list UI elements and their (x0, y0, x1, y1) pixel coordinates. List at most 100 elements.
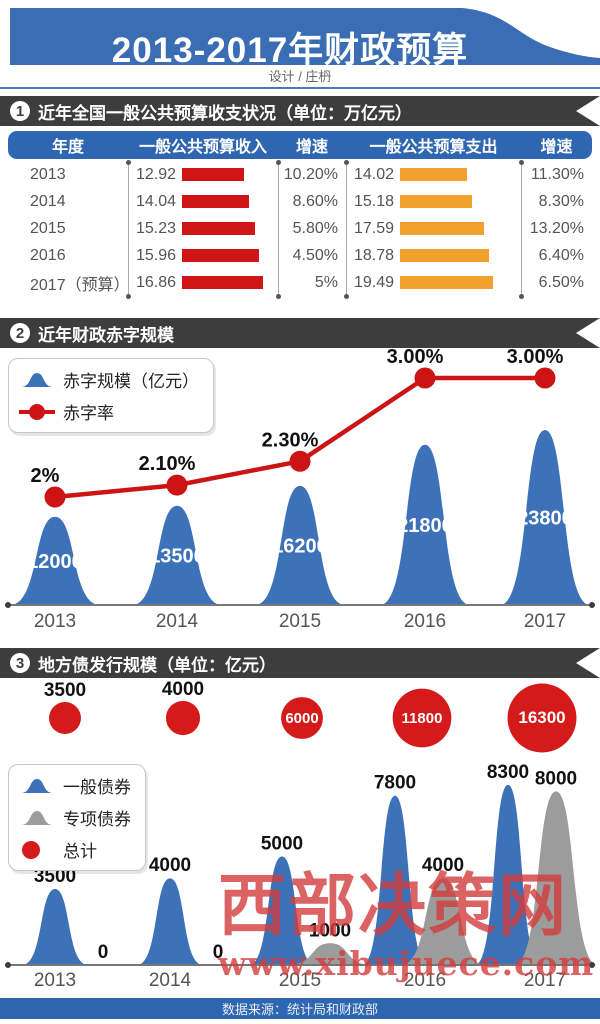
deficit-rate-point (289, 450, 311, 472)
income-growth-cell: 5% (314, 273, 338, 291)
red-circle-icon (22, 840, 40, 859)
year-label: 2015 (279, 611, 321, 632)
year-cell: 2014 (30, 192, 66, 210)
deficit-peak (380, 444, 470, 605)
legend-label: 一般债券 (63, 778, 131, 797)
deficit-peak (500, 430, 590, 605)
total-bubble (281, 697, 323, 739)
special-bond-label: 0 (213, 942, 224, 963)
year-label: 2013 (34, 611, 76, 632)
table-row: 2014 14.04 8.60% 15.18 8.30% (8, 188, 592, 215)
blue-hill-icon (21, 779, 53, 793)
legend-item-total: 总计 (19, 837, 131, 862)
year-label: 2016 (404, 611, 446, 632)
total-label: 16300 (518, 708, 565, 727)
red-line-dot-icon (19, 403, 55, 420)
deficit-peak (10, 516, 100, 605)
income-bar (182, 168, 244, 181)
col-expense-growth: 增速 (540, 139, 573, 156)
total-bubble (507, 683, 577, 753)
axis-end-dot (5, 602, 11, 608)
total-label: 4000 (162, 679, 204, 700)
table-divider (126, 160, 131, 299)
income-growth-cell: 4.50% (292, 246, 338, 264)
deficit-rate-label: 2% (31, 465, 60, 487)
year-cell: 2016 (30, 246, 66, 264)
expense-growth-cell: 8.30% (538, 192, 584, 210)
divider-rule (0, 87, 600, 89)
axis-end-dot (589, 962, 595, 968)
col-income: 一般公共预算收入 (138, 139, 267, 156)
total-label: 11800 (402, 710, 443, 727)
general-bond-peak (362, 795, 428, 965)
deficit-chart: 12000 13500 16200 21800 23800 2% 2.10% 2.30% 3.0… (5, 346, 595, 632)
deficit-value-label: 16200 (272, 535, 328, 557)
income-cell: 14.04 (128, 193, 278, 211)
total-label: 6000 (285, 710, 318, 727)
section3-number-badge: 3 (10, 653, 30, 673)
total-bubble (49, 702, 81, 734)
legend-item-special-bonds: 专项债券 (19, 805, 131, 830)
expense-growth-cell: 13.20% (529, 219, 584, 237)
legend-label: 赤字规模（亿元） (63, 372, 199, 391)
expense-cell: 19.49 (346, 274, 521, 292)
section3-title: 地方债发行规模（单位：亿元） (38, 655, 276, 675)
table-divider (519, 160, 524, 299)
income-cell: 12.92 (128, 166, 278, 184)
income-cell: 15.96 (128, 247, 278, 265)
general-bond-label: 3500 (34, 866, 76, 887)
col-year: 年度 (51, 139, 84, 156)
deficit-legend: 赤字规模（亿元） 赤字率 (8, 358, 214, 433)
special-bond-peak (514, 791, 598, 965)
col-expense: 一般公共预算支出 (369, 139, 498, 156)
section1-number-badge: 1 (10, 101, 30, 121)
deficit-rate-label: 2.10% (139, 453, 196, 475)
deficit-peak (132, 505, 222, 605)
table-divider (344, 160, 349, 299)
table-row: 2016 15.96 4.50% 18.78 6.40% (8, 242, 592, 269)
title-banner: 2013-2017年财政预算 (10, 8, 600, 70)
deficit-rate-point (414, 367, 436, 389)
page-title: 2013-2017年财政预算 (111, 31, 469, 70)
general-bond-label: 7800 (374, 773, 416, 794)
income-growth-cell: 5.80% (292, 219, 338, 237)
general-bond-peak (22, 889, 88, 965)
data-source-footer: 数据来源：统计局和财政部 (0, 998, 600, 1019)
general-bond-peak (137, 878, 203, 965)
special-bond-label: 4000 (422, 855, 464, 876)
table-row: 2015 15.23 5.80% 17.59 13.20% (8, 215, 592, 242)
gray-hill-icon (21, 811, 53, 825)
income-bar (182, 222, 255, 235)
year-cell: 2015 (30, 219, 66, 237)
deficit-rate-point (534, 367, 556, 389)
special-bond-peak (401, 878, 485, 965)
income-cell: 16.86 (128, 274, 278, 292)
legend-item-deficit-scale: 赤字规模（亿元） (19, 367, 199, 392)
special-bond-peak (288, 943, 372, 965)
expense-bar (400, 276, 493, 289)
expense-cell: 18.78 (346, 247, 521, 265)
budget-table-body: 2013 12.92 10.20% 14.02 11.30% 2014 14.04 8.60%… (8, 160, 592, 299)
general-bond-label: 4000 (149, 855, 191, 876)
deficit-rate-label: 3.00% (507, 346, 564, 368)
general-bond-peak (249, 856, 315, 965)
special-bond-label: 1000 (309, 920, 351, 941)
year-cell: 2013 (30, 165, 66, 183)
section2-number-badge: 2 (10, 323, 30, 343)
income-growth-cell: 8.60% (292, 192, 338, 210)
year-label: 2013 (34, 970, 76, 991)
expense-cell: 15.18 (346, 193, 521, 211)
total-bubble (392, 688, 452, 748)
special-bond-label: 8000 (535, 768, 577, 789)
bonds-legend: 一般债券 专项债券 总计 (8, 764, 146, 871)
general-bond-peak (475, 784, 541, 965)
expense-growth-cell: 6.50% (538, 273, 584, 291)
expense-bar (400, 195, 472, 208)
expense-cell: 14.02 (346, 166, 521, 184)
section1-title: 近年全国一般公共预算收支状况（单位：万亿元） (38, 103, 412, 123)
year-label: 2017 (524, 970, 566, 991)
legend-item-deficit-rate: 赤字率 (19, 399, 199, 424)
axis-end-dot (5, 962, 11, 968)
budget-table-header: 年度 一般公共预算收入 增速 一般公共预算支出 增速 (8, 131, 592, 159)
